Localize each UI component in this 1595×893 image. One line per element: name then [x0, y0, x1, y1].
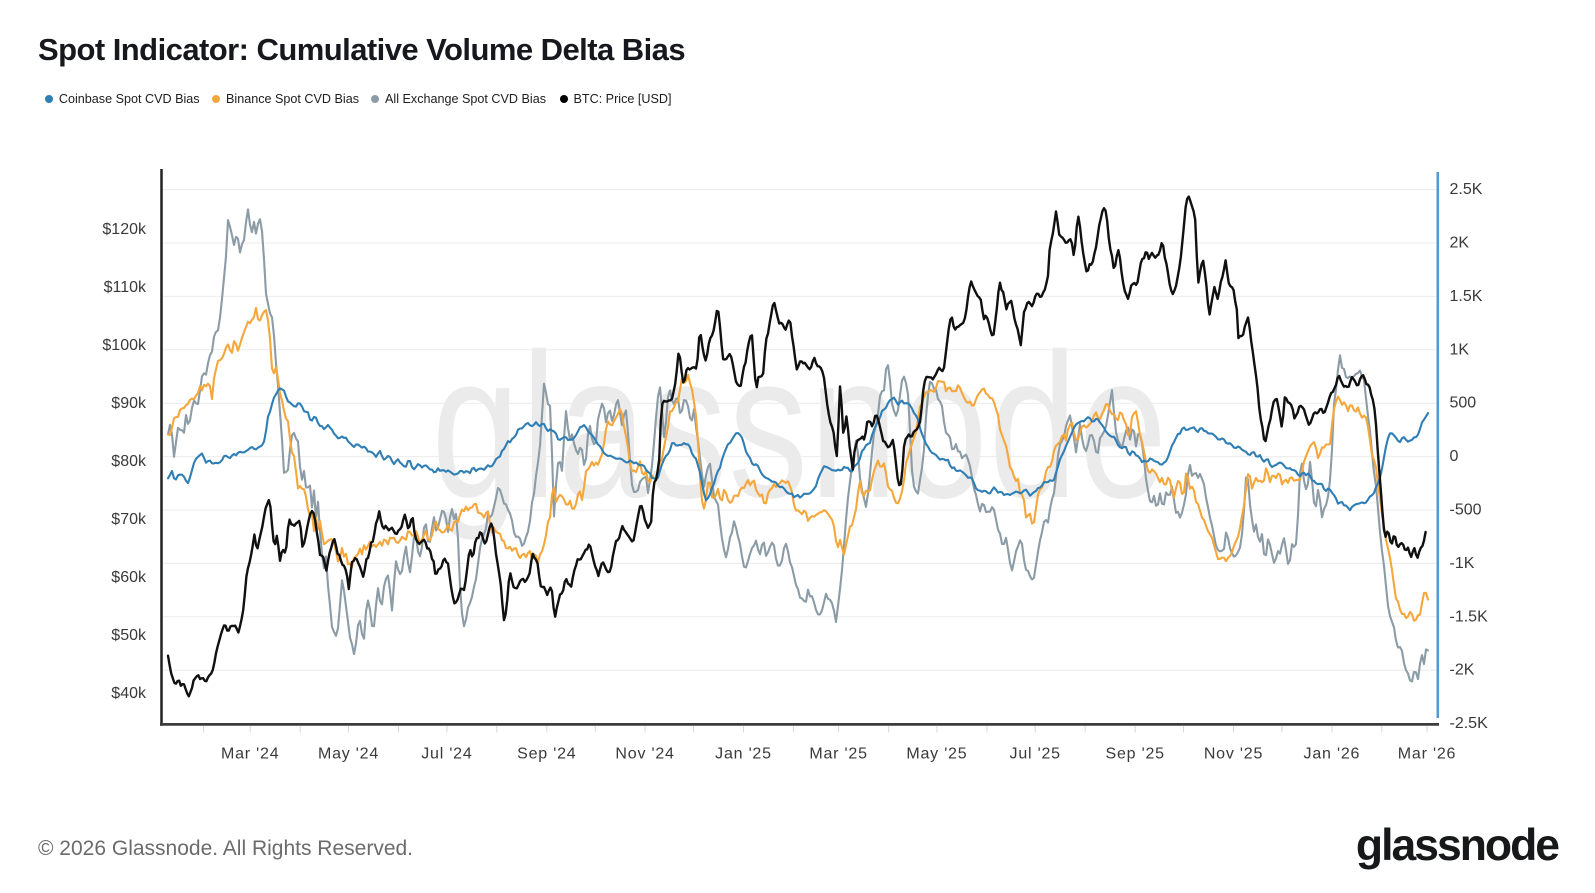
svg-text:Jan '25: Jan '25 — [715, 746, 772, 763]
svg-text:Sep '25: Sep '25 — [1106, 746, 1165, 763]
svg-text:Nov '25: Nov '25 — [1204, 746, 1263, 763]
svg-text:-2K: -2K — [1450, 662, 1475, 679]
svg-text:2.5K: 2.5K — [1450, 181, 1483, 198]
svg-text:2K: 2K — [1450, 235, 1470, 252]
svg-text:-1.5K: -1.5K — [1450, 608, 1489, 625]
svg-text:Jul '25: Jul '25 — [1010, 746, 1061, 763]
svg-text:1K: 1K — [1450, 341, 1470, 358]
svg-text:$120k: $120k — [102, 221, 147, 238]
svg-text:Sep '24: Sep '24 — [517, 746, 576, 763]
svg-text:Mar '26: Mar '26 — [1398, 746, 1456, 763]
svg-text:$80k: $80k — [111, 453, 147, 470]
svg-text:1.5K: 1.5K — [1450, 288, 1483, 305]
svg-text:$90k: $90k — [111, 395, 147, 412]
svg-text:$50k: $50k — [111, 627, 147, 644]
svg-text:May '24: May '24 — [318, 746, 379, 763]
svg-text:-2.5K: -2.5K — [1450, 715, 1489, 732]
svg-text:Mar '25: Mar '25 — [809, 746, 867, 763]
svg-text:$60k: $60k — [111, 569, 147, 586]
svg-text:-500: -500 — [1450, 502, 1482, 519]
svg-text:May '25: May '25 — [906, 746, 967, 763]
svg-text:Jan '26: Jan '26 — [1304, 746, 1361, 763]
svg-text:Jul '24: Jul '24 — [421, 746, 472, 763]
svg-text:Nov '24: Nov '24 — [615, 746, 674, 763]
svg-text:-1K: -1K — [1450, 555, 1475, 572]
svg-text:Mar '24: Mar '24 — [221, 746, 279, 763]
svg-text:$40k: $40k — [111, 685, 147, 702]
svg-text:500: 500 — [1450, 395, 1477, 412]
svg-text:$70k: $70k — [111, 511, 147, 528]
svg-text:$100k: $100k — [102, 337, 147, 354]
svg-text:$110k: $110k — [104, 279, 147, 296]
svg-text:0: 0 — [1450, 448, 1459, 465]
